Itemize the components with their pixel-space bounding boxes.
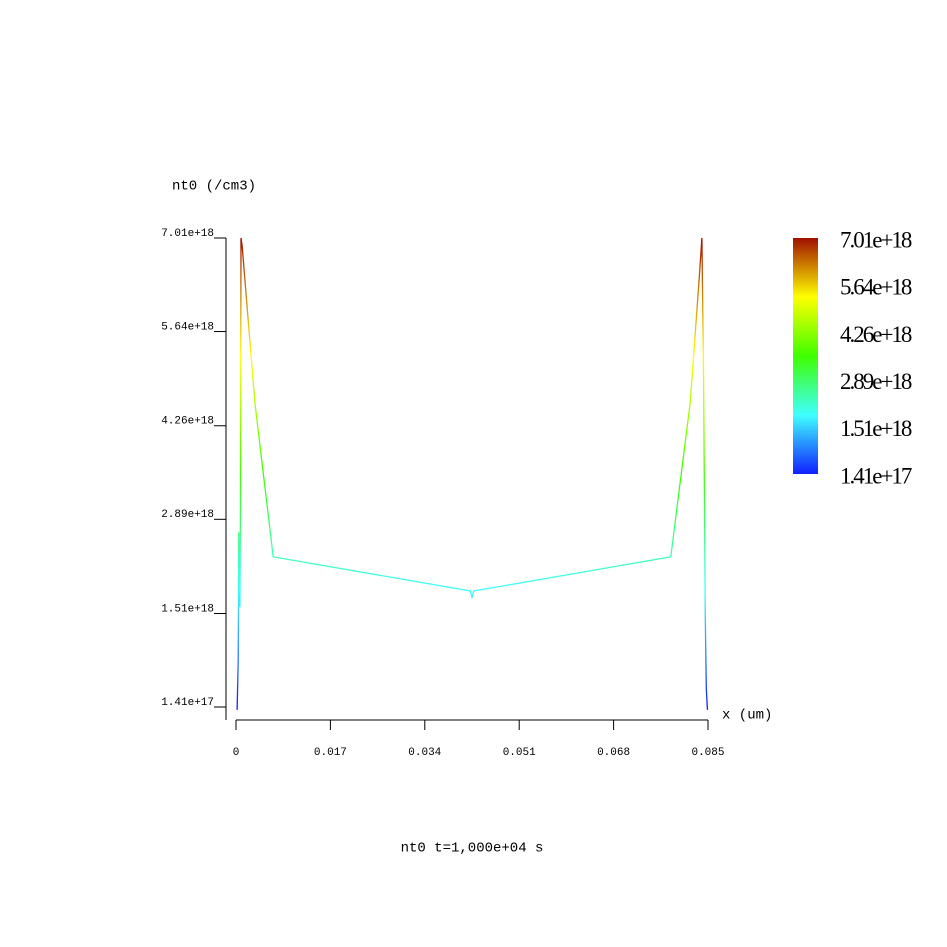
y-tick-label: 4.26e+18 [161,416,214,428]
colorbar-label: 1.51e+18 [840,416,912,441]
x-axis-label: x (um) [722,708,772,724]
x-tick-label: 0 [233,747,240,759]
x-tick-label: 0.017 [314,747,347,759]
y-axis-label: nt0 (/cm3) [172,179,256,195]
y-tick-label: 7.01e+18 [161,228,214,240]
colorbar-label: 7.01e+18 [840,227,912,252]
y-tick-label: 2.89e+18 [161,509,214,521]
chart-title: nt0 t=1,000e+04 s [401,841,544,857]
y-tick-label: 1.41e+17 [161,697,214,709]
x-tick-label: 0.085 [691,747,724,759]
colorbar-label: 2.89e+18 [840,369,912,394]
x-tick-label: 0.051 [503,747,536,759]
y-tick-label: 5.64e+18 [161,321,214,333]
data-line [236,237,709,710]
colorbar [793,238,818,474]
y-tick-label: 1.51e+18 [161,603,214,615]
x-tick-label: 0.068 [597,747,630,759]
colorbar-label: 5.64e+18 [840,274,912,299]
colorbar-label: 1.41e+17 [840,463,912,488]
colorbar-label: 4.26e+18 [840,322,912,347]
x-tick-label: 0.034 [408,747,441,759]
